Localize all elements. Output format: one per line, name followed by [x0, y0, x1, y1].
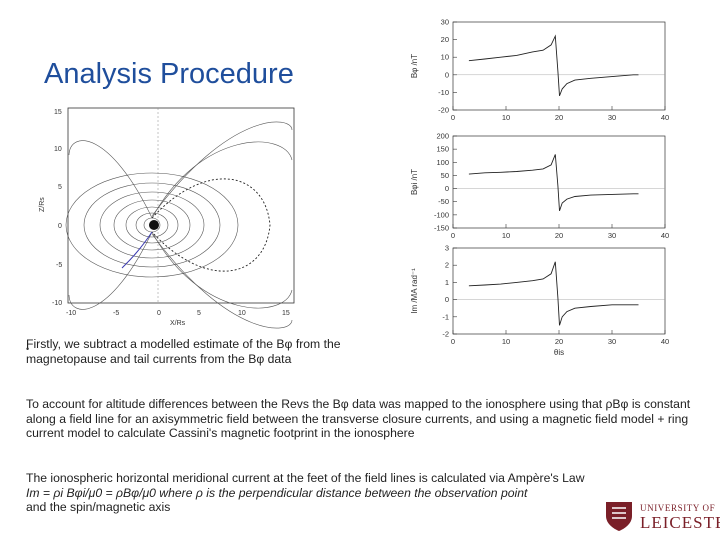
x-tick-label: 30: [608, 337, 616, 346]
y-tick-label: -20: [438, 106, 449, 115]
y-tick: 5: [58, 184, 62, 191]
y-tick-label: 3: [445, 244, 449, 253]
y-tick-label: -50: [438, 197, 449, 206]
y-tick-label: -2: [442, 330, 449, 339]
spacecraft-trajectory: [151, 178, 271, 272]
y-tick-label: -150: [434, 224, 449, 233]
x-tick-label: 10: [502, 113, 510, 122]
panel-frame: [452, 135, 666, 229]
panel-frame: [452, 21, 666, 111]
x-tick: 15: [282, 310, 290, 317]
x-tick: -5: [113, 310, 119, 317]
y-tick-label: 100: [436, 158, 449, 167]
x-tick-label: 40: [661, 113, 669, 122]
y-tick-label: 50: [441, 171, 449, 180]
x-tick: -10: [66, 310, 76, 317]
y-tick-label: 1: [445, 278, 449, 287]
x-axis-label: X/Rs: [170, 320, 186, 327]
slide-title: Analysis Procedure: [44, 58, 294, 90]
x-tick-label: 10: [502, 337, 510, 346]
field-line-plot: 15 10 5 0 -5 -10 -10 -5 0 5 10 15 X/Rs Z…: [39, 107, 295, 329]
paragraph-subtraction: Firstly, we subtract a modelled estimate…: [26, 337, 341, 366]
y-axis-label: Bφi /nT: [410, 169, 419, 195]
series-line: [468, 261, 639, 326]
y-tick: 15: [54, 109, 62, 116]
y-tick-label: 2: [445, 261, 449, 270]
saturn-disc: [149, 220, 159, 230]
y-axis-label: Z/Rs: [39, 197, 46, 212]
x-axis-label: θis: [554, 348, 564, 357]
y-tick: -10: [52, 300, 62, 307]
x-tick-label: 10: [502, 231, 510, 240]
y-axis-label: Im /MA rad⁻¹: [410, 268, 419, 314]
y-tick-label: 20: [441, 35, 449, 44]
x-tick-label: 30: [608, 113, 616, 122]
y-tick-label: 0: [445, 70, 449, 79]
x-tick-label: 40: [661, 337, 669, 346]
x-tick: 10: [238, 310, 246, 317]
field-lines: [65, 121, 293, 329]
paragraph-ampere-law: The ionospheric horizontal meridional cu…: [26, 471, 706, 515]
paragraph-mapping: To account for altitude differences betw…: [26, 397, 691, 440]
y-axis-label: Bφ /nT: [410, 54, 419, 78]
y-tick-label: 0: [445, 295, 449, 304]
x-tick-label: 40: [661, 231, 669, 240]
x-tick-label: 20: [555, 113, 563, 122]
y-tick-label: 200: [436, 132, 449, 141]
x-tick-label: 0: [451, 113, 455, 122]
field-plot-frame: [67, 107, 295, 304]
y-tick-label: 30: [441, 18, 449, 27]
x-tick: 5: [197, 310, 201, 317]
university-logo: UNIVERSITY OF LEICESTER: [604, 500, 720, 534]
y-tick-label: -10: [438, 88, 449, 97]
y-tick-label: -1: [442, 312, 449, 321]
y-tick-label: 150: [436, 145, 449, 154]
x-tick-label: 20: [555, 231, 563, 240]
mapping-line: [121, 231, 153, 269]
y-tick-label: 0: [445, 184, 449, 193]
x-tick-label: 30: [608, 231, 616, 240]
y-tick: -5: [56, 262, 62, 269]
x-tick-label: 0: [451, 337, 455, 346]
bullet-marker: •: [26, 344, 30, 354]
ampere-line-3: and the spin/magnetic axis: [26, 500, 171, 514]
ampere-equation-line: Im = ρi Bφi/μ0 = ρBφ/μ0 where ρ is the p…: [26, 485, 528, 500]
y-tick-label: -100: [434, 210, 449, 219]
y-tick: 10: [54, 146, 62, 153]
series-line: [468, 34, 639, 97]
x-tick: 0: [157, 310, 161, 317]
x-tick-label: 0: [451, 231, 455, 240]
y-tick-label: 10: [441, 53, 449, 62]
logo-line-2: LEICESTER: [640, 513, 720, 532]
ampere-line-1: The ionospheric horizontal meridional cu…: [26, 471, 585, 485]
logo-line-1: UNIVERSITY OF: [640, 503, 716, 513]
series-line: [468, 154, 639, 212]
shield-icon: [606, 502, 632, 531]
x-tick-label: 20: [555, 337, 563, 346]
y-tick: 0: [58, 223, 62, 230]
